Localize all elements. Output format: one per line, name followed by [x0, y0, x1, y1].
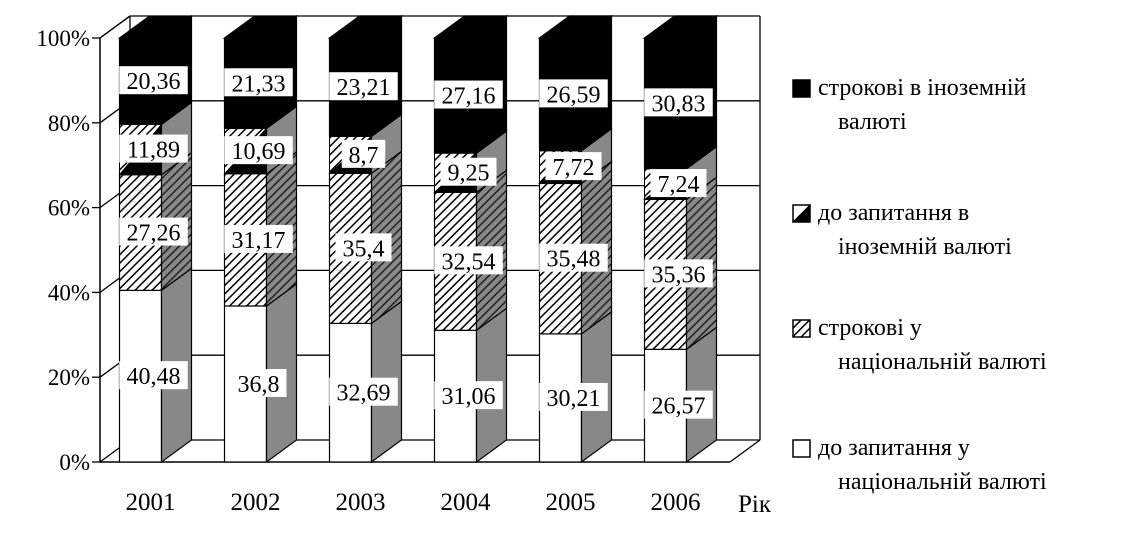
data-label: 40,48 [127, 364, 181, 390]
x-tick-label: 2002 [231, 489, 281, 516]
data-label-box [644, 390, 713, 419]
wall-top-edge [99, 15, 131, 39]
data-label: 36,8 [238, 372, 280, 398]
data-label: 31,17 [232, 228, 286, 254]
legend-swatch [792, 319, 811, 338]
data-label: 35,36 [652, 262, 706, 288]
data-label-box [434, 80, 503, 109]
data-label-box [644, 259, 713, 288]
data-label-box [119, 217, 188, 246]
y-tick-label: 100% [36, 26, 90, 51]
data-label-box [545, 152, 602, 181]
legend-label: іноземній валюті [838, 234, 1012, 260]
data-label-box [224, 224, 293, 253]
data-label: 26,59 [547, 82, 601, 108]
data-label-box [341, 139, 386, 168]
legend-swatch [791, 203, 811, 223]
data-label: 35,48 [547, 247, 601, 273]
data-label: 27,16 [442, 84, 496, 110]
y-tick-labels: 0% 20% 40% 60% 80% 100% [36, 26, 90, 475]
data-label-box [434, 246, 503, 275]
data-label-box [119, 66, 188, 95]
x-tick-label: 2003 [336, 489, 386, 516]
data-label: 31,06 [442, 384, 496, 410]
data-label: 27,26 [127, 221, 181, 247]
y-tick-label: 40% [48, 280, 90, 305]
data-label: 23,21 [337, 75, 391, 101]
legend-label: строкові у [818, 315, 922, 341]
data-label-box [329, 72, 398, 101]
data-label-box [329, 377, 398, 406]
data-label: 11,89 [127, 138, 180, 164]
x-tick-label: 2006 [651, 489, 701, 516]
legend-swatch-border [792, 204, 811, 223]
data-label-box [539, 79, 608, 108]
data-label: 21,33 [232, 71, 286, 97]
legend-label: валюті [838, 109, 907, 135]
data-label-box [230, 368, 287, 397]
x-tick-label: 2001 [126, 489, 176, 516]
bar-top [222, 15, 299, 39]
data-label: 10,69 [232, 139, 286, 165]
data-label: 9,25 [448, 161, 490, 187]
bars [117, 14, 719, 464]
data-label: 30,83 [652, 91, 706, 117]
data-label: 32,69 [337, 381, 391, 407]
data-label-box [440, 157, 497, 186]
legend-label: до запитання в [818, 200, 969, 226]
bar-top [327, 15, 404, 39]
data-label: 35,4 [343, 236, 385, 262]
data-label: 8,7 [349, 143, 379, 169]
x-tick-label: 2004 [441, 489, 492, 516]
floor-edge [729, 439, 761, 463]
y-tick-label: 60% [48, 196, 90, 221]
legend-label: національній валюті [838, 349, 1047, 375]
bar-top [117, 15, 194, 39]
data-label-box [434, 381, 503, 410]
x-tick-labels: 2001 2002 2003 2004 2005 2006 [126, 489, 701, 516]
x-tick-label: 2005 [546, 489, 596, 516]
y-tick-label: 20% [48, 365, 90, 390]
data-label-box [650, 169, 707, 198]
data-label-box [224, 136, 293, 165]
data-label-box [539, 243, 608, 272]
legend-swatch [792, 79, 811, 98]
data-labels: 40,48 27,26 11,89 20,36 36,8 31,17 10,69 21,33 3… [119, 66, 713, 420]
legend: строкові в іноземній валюті до запитання в… [791, 75, 1047, 495]
data-label-box [224, 68, 293, 97]
data-label: 32,54 [442, 249, 496, 275]
y-tick-label: 0% [59, 450, 90, 475]
legend-label: до запитання у [818, 435, 970, 461]
data-label: 7,24 [658, 172, 700, 198]
data-label-box [644, 88, 713, 117]
bar-top [432, 15, 509, 39]
y-tick-label: 80% [48, 111, 90, 136]
legend-label: національній валюті [838, 469, 1047, 495]
bar-top [642, 15, 719, 39]
data-label: 7,72 [553, 155, 595, 181]
data-label-box [539, 382, 608, 411]
data-label: 20,36 [127, 69, 181, 95]
data-label-box [335, 233, 392, 262]
data-label: 26,57 [652, 394, 706, 420]
x-axis-label: Рік [738, 491, 772, 518]
legend-swatch [792, 439, 811, 458]
bar-top [537, 15, 614, 39]
legend-label: строкові в іноземній [818, 75, 1027, 101]
data-label: 30,21 [547, 386, 601, 412]
data-label-box [119, 134, 188, 163]
data-label-box [119, 361, 188, 390]
